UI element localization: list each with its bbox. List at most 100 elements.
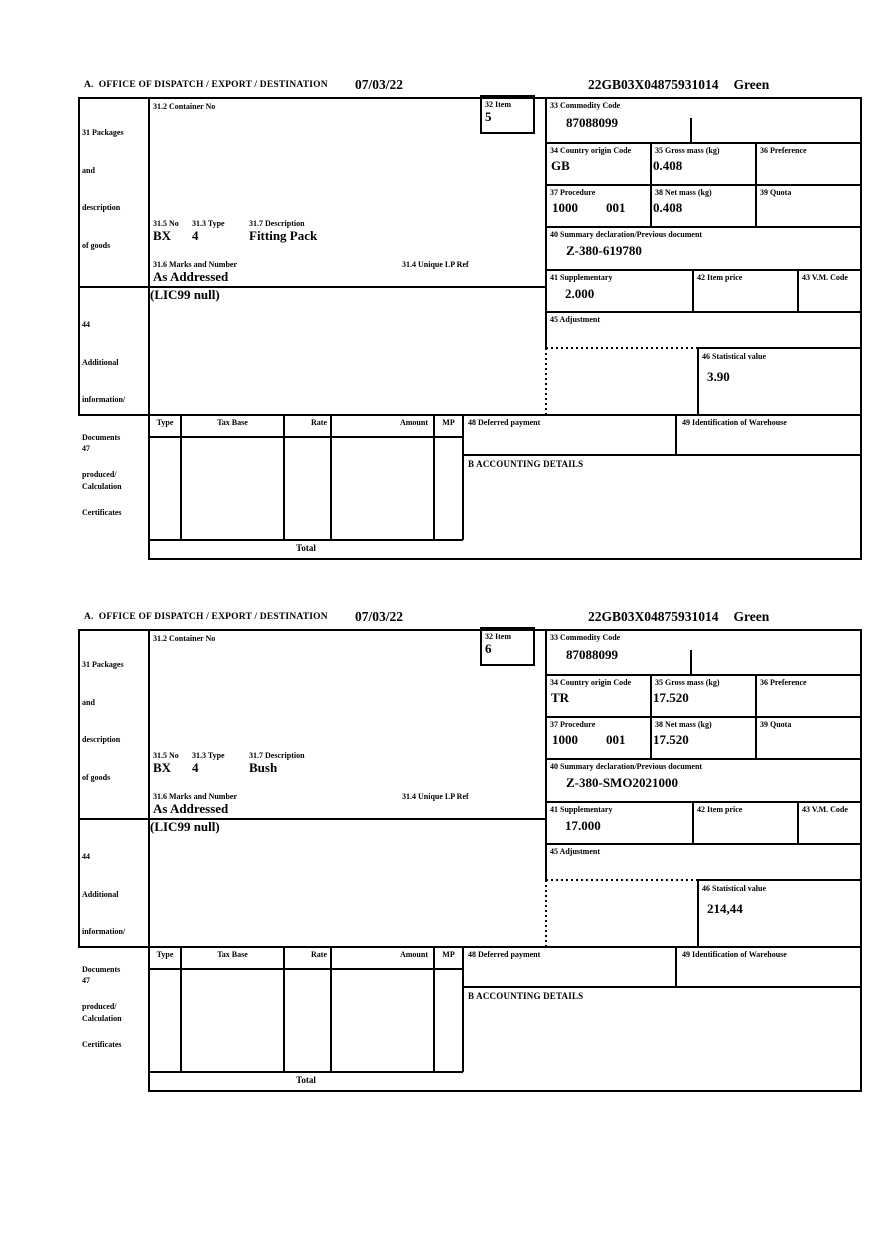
calc-header-tax-base: Tax Base (217, 950, 248, 959)
statistical-value-label: 46 Statistical value (702, 884, 766, 893)
commodity-code-value: 87088099 (566, 115, 618, 130)
additional-information-label: 44 Additional information/ Documents pro… (82, 320, 126, 517)
mrn-number: 22GB03X04875931014 (588, 77, 719, 92)
net-mass-label: 38 Net mass (kg) (655, 188, 712, 197)
additional-information-label: 44 Additional information/ Documents pro… (82, 852, 126, 1049)
package-no-label: 31.5 No (153, 219, 179, 228)
item-label: 32 Item (485, 100, 511, 109)
mrn-number: 22GB03X04875931014 (588, 609, 719, 624)
package-type-value: 4 (192, 760, 199, 775)
description-value: Bush (249, 760, 278, 775)
adjustment-label: 45 Adjustment (550, 847, 601, 856)
calculation-label: 47 Calculation (82, 444, 122, 491)
package-no-value: BX (153, 760, 172, 775)
supplementary-value: 2.000 (565, 286, 595, 301)
commodity-code-value: 87088099 (566, 647, 618, 662)
supplementary-label: 41 Supplementary (550, 273, 613, 282)
declaration-item-section-2: A. OFFICE OF DISPATCH / EXPORT / DESTINA… (78, 609, 862, 1092)
country-origin-value: GB (551, 158, 570, 173)
movement-reference: 22GB03X04875931014 Green (588, 77, 769, 93)
commodity-code-label: 33 Commodity Code (550, 633, 621, 642)
quota-label: 39 Quota (760, 720, 792, 729)
calc-header-amount: Amount (399, 950, 428, 959)
dispatch-date: 07/03/22 (355, 609, 404, 624)
calc-header-mp: MP (442, 950, 455, 959)
form-grid-lines (78, 627, 862, 1092)
gross-mass-label: 35 Gross mass (kg) (655, 146, 720, 155)
calculation-label: 47 Calculation (82, 976, 122, 1023)
summary-declaration-label: 40 Summary declaration/Previous document (550, 230, 703, 239)
routing-status: Green (733, 77, 770, 92)
package-no-label: 31.5 No (153, 751, 179, 760)
additional-information-value: (LIC99 null) (150, 819, 220, 834)
net-mass-label: 38 Net mass (kg) (655, 720, 712, 729)
country-origin-label: 34 Country origin Code (550, 678, 632, 687)
declaration-item-section-1: A. OFFICE OF DISPATCH / EXPORT / DESTINA… (78, 77, 862, 560)
routing-status: Green (733, 609, 770, 624)
package-no-value: BX (153, 228, 172, 243)
calc-header-type: Type (156, 950, 174, 959)
package-type-label: 31.3 Type (192, 751, 225, 760)
vm-code-label: 43 V.M. Code (802, 273, 848, 282)
statistical-value-label: 46 Statistical value (702, 352, 766, 361)
calc-header-rate: Rate (311, 950, 327, 959)
vm-code-label: 43 V.M. Code (802, 805, 848, 814)
adjustment-label: 45 Adjustment (550, 315, 601, 324)
gross-mass-value: 0.408 (653, 158, 683, 173)
supplementary-label: 41 Supplementary (550, 805, 613, 814)
procedure-value-1: 1000 (552, 732, 578, 747)
package-type-label: 31.3 Type (192, 219, 225, 228)
marks-number-label: 31.6 Marks and Number (153, 260, 238, 269)
additional-information-value: (LIC99 null) (150, 287, 220, 302)
packages-description-label: 31 Packages and description of goods (82, 660, 124, 782)
description-label: 31.7 Description (249, 219, 305, 228)
procedure-label: 37 Procedure (550, 720, 596, 729)
procedure-value-2: 001 (606, 732, 626, 747)
dispatch-date: 07/03/22 (355, 77, 404, 92)
preference-label: 36 Preference (760, 678, 807, 687)
net-mass-value: 17.520 (653, 732, 689, 747)
description-label: 31.7 Description (249, 751, 305, 760)
marks-number-label: 31.6 Marks and Number (153, 792, 238, 801)
unique-lp-ref-label: 31.4 Unique LP Ref (402, 260, 469, 269)
marks-number-value: As Addressed (153, 801, 229, 816)
preference-label: 36 Preference (760, 146, 807, 155)
deferred-payment-label: 48 Deferred payment (468, 418, 541, 427)
calc-header-tax-base: Tax Base (217, 418, 248, 427)
movement-reference: 22GB03X04875931014 Green (588, 609, 769, 625)
accounting-details-heading: B ACCOUNTING DETAILS (468, 459, 584, 469)
quota-label: 39 Quota (760, 188, 792, 197)
marks-number-value: As Addressed (153, 269, 229, 284)
package-type-value: 4 (192, 228, 199, 243)
container-no-label: 31.2 Container No (153, 102, 216, 111)
calc-header-mp: MP (442, 418, 455, 427)
country-origin-label: 34 Country origin Code (550, 146, 632, 155)
calc-header-type: Type (156, 418, 174, 427)
statistical-value: 214,44 (707, 901, 743, 916)
accounting-details-heading: B ACCOUNTING DETAILS (468, 991, 584, 1001)
statistical-value: 3.90 (707, 369, 730, 384)
item-number: 5 (485, 109, 492, 124)
summary-declaration-label: 40 Summary declaration/Previous document (550, 762, 703, 771)
item-number: 6 (485, 641, 492, 656)
warehouse-id-label: 49 Identification of Warehouse (682, 950, 787, 959)
calc-header-rate: Rate (311, 418, 327, 427)
deferred-payment-label: 48 Deferred payment (468, 950, 541, 959)
procedure-label: 37 Procedure (550, 188, 596, 197)
packages-description-label: 31 Packages and description of goods (82, 128, 124, 250)
container-no-label: 31.2 Container No (153, 634, 216, 643)
total-label: Total (296, 1075, 316, 1085)
warehouse-id-label: 49 Identification of Warehouse (682, 418, 787, 427)
item-price-label: 42 Item price (697, 805, 743, 814)
office-of-dispatch-heading: A. OFFICE OF DISPATCH / EXPORT / DESTINA… (84, 612, 328, 622)
supplementary-value: 17.000 (565, 818, 601, 833)
procedure-value-1: 1000 (552, 200, 578, 215)
item-label: 32 Item (485, 632, 511, 641)
gross-mass-label: 35 Gross mass (kg) (655, 678, 720, 687)
form-grid-lines (78, 95, 862, 560)
country-origin-value: TR (551, 690, 570, 705)
commodity-code-label: 33 Commodity Code (550, 101, 621, 110)
item-price-label: 42 Item price (697, 273, 743, 282)
gross-mass-value: 17.520 (653, 690, 689, 705)
